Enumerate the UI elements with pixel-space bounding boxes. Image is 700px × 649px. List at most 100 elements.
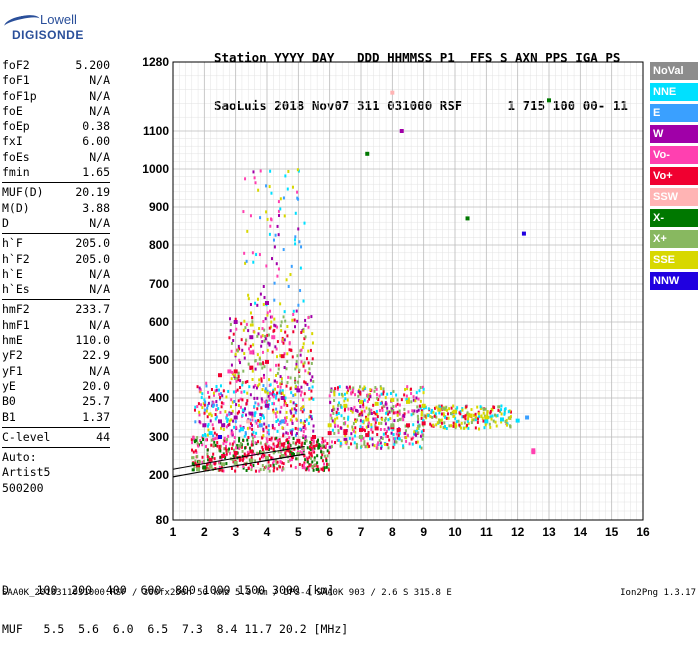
echo-texture bbox=[276, 467, 279, 471]
echo-texture bbox=[210, 438, 213, 442]
echo-texture bbox=[237, 410, 240, 414]
echo-texture bbox=[225, 462, 228, 466]
echo-texture bbox=[387, 446, 390, 450]
echo-texture bbox=[309, 378, 312, 382]
echo-texture bbox=[258, 382, 261, 386]
echo-texture bbox=[247, 329, 250, 333]
echo-texture bbox=[477, 417, 480, 421]
param-name: hmF2 bbox=[2, 302, 30, 317]
echo-texture bbox=[363, 440, 366, 444]
echo-texture bbox=[218, 444, 221, 448]
echo-texture bbox=[393, 442, 396, 446]
echo-texture bbox=[463, 421, 466, 425]
echo-texture bbox=[296, 319, 299, 323]
echo-texture bbox=[366, 394, 369, 398]
echo-texture bbox=[261, 361, 264, 365]
echo-texture bbox=[262, 434, 265, 438]
echo-texture bbox=[273, 393, 276, 397]
echo-point-vo- bbox=[249, 449, 254, 454]
echo-texture bbox=[237, 444, 240, 448]
echo-texture bbox=[252, 260, 255, 264]
echo-texture bbox=[304, 427, 307, 431]
echo-texture bbox=[276, 340, 279, 344]
echo-texture bbox=[381, 406, 384, 410]
echo-texture bbox=[289, 400, 292, 404]
echo-texture bbox=[382, 392, 385, 396]
echo-texture bbox=[386, 410, 389, 414]
echo-texture bbox=[268, 397, 271, 401]
echo-texture bbox=[478, 427, 481, 431]
echo-texture bbox=[310, 451, 313, 455]
echo-texture bbox=[308, 397, 311, 401]
echo-texture bbox=[260, 455, 263, 459]
software-version: Ion2Png 1.3.17 bbox=[620, 588, 696, 598]
echo-texture bbox=[259, 441, 262, 445]
echo-texture bbox=[326, 454, 329, 458]
echo-texture bbox=[489, 415, 492, 419]
echo-texture bbox=[306, 460, 309, 464]
echo-point-vo- bbox=[271, 335, 276, 340]
echo-texture bbox=[290, 419, 293, 423]
echo-texture bbox=[289, 429, 292, 433]
echo-texture bbox=[323, 445, 326, 449]
echo-point-e bbox=[258, 423, 263, 428]
param-value: 1.65 bbox=[82, 165, 110, 180]
echo-point-sse bbox=[406, 399, 410, 404]
echo-texture bbox=[503, 412, 506, 416]
param-name: foE bbox=[2, 103, 23, 118]
param-row: D N/A bbox=[2, 216, 110, 231]
echo-texture bbox=[396, 402, 399, 406]
echo-texture bbox=[251, 453, 254, 457]
polarization-legend: NoVal NNE E W Vo- Vo+ SSW X- X+ SSE NNW bbox=[650, 62, 698, 293]
echo-texture bbox=[253, 452, 256, 456]
param-value: 110.0 bbox=[75, 333, 110, 348]
echo-texture bbox=[269, 392, 272, 396]
echo-texture bbox=[356, 418, 359, 422]
echo-texture bbox=[266, 348, 269, 352]
echo-texture bbox=[297, 303, 300, 307]
echo-texture bbox=[232, 332, 235, 336]
echo-point-sse bbox=[453, 409, 457, 414]
echo-texture bbox=[241, 398, 244, 402]
echo-texture bbox=[303, 466, 306, 470]
echo-texture bbox=[191, 441, 194, 445]
echo-point-x- bbox=[265, 455, 269, 460]
echo-texture bbox=[276, 445, 279, 449]
param-row: yE 20.0 bbox=[2, 379, 110, 394]
echo-texture bbox=[245, 468, 248, 472]
param-row: MUF(D) 20.19 bbox=[2, 185, 110, 200]
echo-texture bbox=[287, 284, 290, 288]
echo-texture bbox=[359, 405, 362, 409]
echo-texture bbox=[425, 416, 428, 420]
echo-texture bbox=[364, 415, 367, 419]
echo-texture bbox=[273, 298, 276, 302]
echo-texture bbox=[364, 445, 367, 449]
echo-texture bbox=[192, 468, 195, 472]
echo-texture bbox=[275, 415, 278, 419]
params-group-muf: MUF(D) 20.19 M(D) 3.88 D N/A bbox=[2, 185, 110, 231]
echo-texture bbox=[234, 390, 237, 394]
echo-texture bbox=[245, 338, 248, 342]
echo-texture bbox=[352, 429, 355, 433]
echo-texture bbox=[192, 456, 195, 460]
echo-texture bbox=[268, 342, 271, 346]
echo-texture bbox=[271, 423, 274, 427]
echo-texture bbox=[241, 348, 244, 352]
echo-texture bbox=[267, 333, 270, 337]
echo-texture bbox=[422, 387, 425, 391]
echo-texture bbox=[293, 407, 296, 411]
echo-texture bbox=[205, 466, 208, 470]
echo-texture bbox=[225, 415, 228, 419]
auto-label: Auto: bbox=[2, 450, 37, 465]
echo-texture bbox=[222, 402, 225, 406]
scaled-parameters-panel: foF2 5.200 foF1 N/A foF1p N/A foE N/A foEp 0.38 fx… bbox=[2, 58, 110, 496]
echo-point-w bbox=[399, 129, 404, 133]
echo-texture bbox=[486, 411, 489, 415]
echo-texture bbox=[302, 448, 305, 452]
legend-item-noval: NoVal bbox=[650, 62, 698, 80]
echo-texture bbox=[194, 405, 197, 409]
echo-texture bbox=[252, 385, 255, 389]
echo-texture bbox=[265, 465, 268, 469]
echo-texture bbox=[260, 379, 263, 383]
echo-texture bbox=[420, 434, 423, 438]
